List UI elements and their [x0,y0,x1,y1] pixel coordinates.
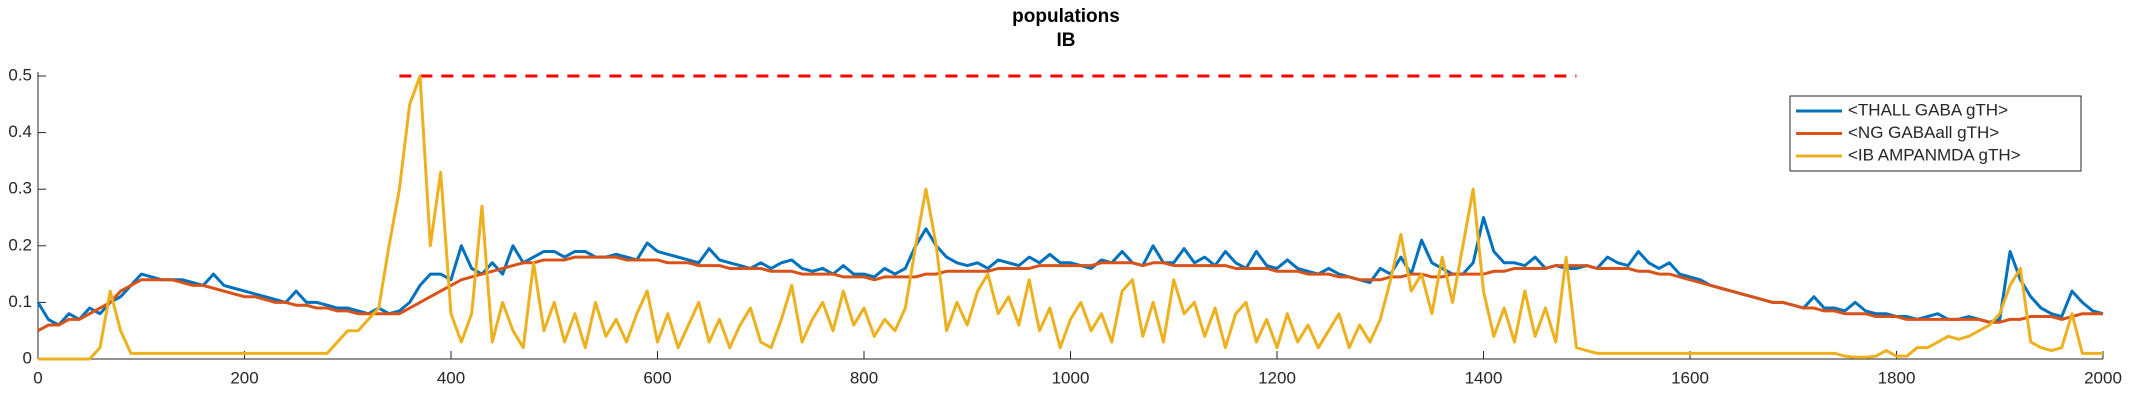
x-tick-label: 1800 [1878,368,1916,387]
x-tick-label: 200 [230,368,258,387]
x-tick-label: 1600 [1671,368,1709,387]
x-tick-label: 1400 [1465,368,1503,387]
y-tick-label: 0.3 [8,179,32,198]
series-line [36,216,2104,327]
legend-label: <NG GABAall gTH> [1848,123,1999,142]
y-tick-label: 0.1 [8,292,32,311]
series-line [38,74,2103,361]
x-tick-label: 1200 [1258,368,1296,387]
x-tick-label: 1000 [1052,368,1090,387]
chart-subtitle: IB [1057,30,1076,51]
chart-title: populations [1012,6,1120,27]
y-tick-label: 0 [23,348,32,367]
y-tick-label: 0.5 [8,65,32,84]
x-tick-label: 2000 [2084,368,2122,387]
y-tick-label: 0.4 [8,122,32,141]
series-line [37,255,2103,333]
y-tick-label: 0.2 [8,235,32,254]
x-tick-label: 600 [643,368,671,387]
x-tick-label: 800 [850,368,878,387]
x-tick-label: 400 [437,368,465,387]
legend-label: <IB AMPANMDA gTH> [1848,145,2021,164]
x-tick-label: 0 [33,368,42,387]
legend-label: <THALL GABA gTH> [1848,100,2008,119]
